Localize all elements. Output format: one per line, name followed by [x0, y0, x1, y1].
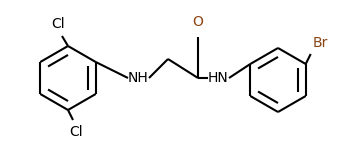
Text: Cl: Cl — [69, 125, 83, 139]
Text: Cl: Cl — [51, 17, 65, 31]
Text: O: O — [193, 15, 203, 29]
Text: HN: HN — [208, 71, 228, 85]
Text: Br: Br — [313, 36, 328, 50]
Text: NH: NH — [128, 71, 148, 85]
